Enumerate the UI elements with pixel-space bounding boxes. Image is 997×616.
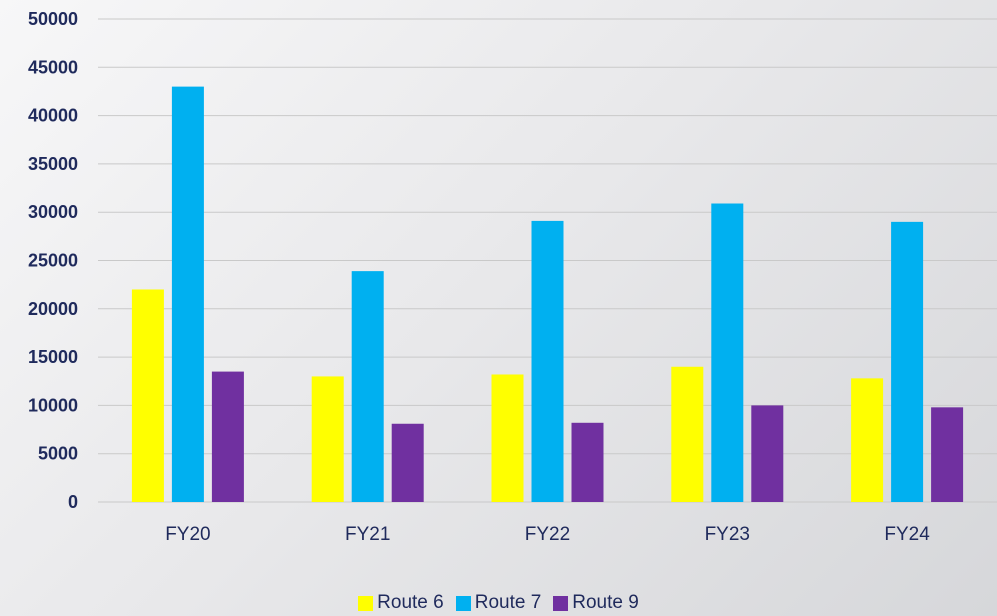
y-tick-label: 25000 <box>28 251 78 271</box>
legend: Route 6 Route 7 Route 9 <box>0 592 997 614</box>
bars <box>131 86 964 503</box>
y-tick-label: 20000 <box>28 299 78 319</box>
x-axis: FY20 FY21 FY22 FY23 FY24 <box>165 524 930 545</box>
bar-route-9-fy21 <box>391 423 424 502</box>
bar-route-7-fy22 <box>531 220 564 503</box>
legend-label: Route 7 <box>474 592 542 613</box>
y-tick-label: 40000 <box>28 106 78 126</box>
x-tick-label: FY22 <box>525 524 570 545</box>
y-tick-label: 50000 <box>28 9 78 29</box>
bar-route-9-fy22 <box>571 422 604 502</box>
bar-route-7-fy23 <box>711 203 744 503</box>
bar-route-7-fy24 <box>891 221 924 503</box>
y-tick-label: 30000 <box>28 202 78 222</box>
legend-swatch <box>553 595 569 611</box>
bar-route-6-fy23 <box>671 366 704 502</box>
x-tick-label: FY24 <box>884 524 930 545</box>
y-tick-label: 5000 <box>38 444 78 464</box>
y-tick-label: 15000 <box>28 347 78 367</box>
bar-route-6-fy20 <box>131 289 164 502</box>
bar-route-6-fy24 <box>851 378 884 502</box>
bar-route-9-fy20 <box>211 371 244 502</box>
legend-item-route-6: Route 6 <box>358 592 444 614</box>
x-tick-label: FY20 <box>165 524 210 545</box>
y-tick-label: 35000 <box>28 154 78 174</box>
bar-route-6-fy22 <box>491 374 524 502</box>
bar-route-9-fy24 <box>931 407 964 502</box>
x-tick-label: FY21 <box>345 524 390 545</box>
legend-label: Route 6 <box>377 592 444 613</box>
bar-route-9-fy23 <box>751 405 784 502</box>
x-tick-label: FY23 <box>705 524 750 545</box>
legend-item-route-7: Route 7 <box>455 592 542 614</box>
y-tick-label: 45000 <box>28 57 78 77</box>
legend-swatch <box>455 595 471 611</box>
legend-label: Route 9 <box>572 592 639 613</box>
y-tick-label: 10000 <box>28 395 78 415</box>
legend-swatch <box>358 595 374 611</box>
y-tick-label: 0 <box>68 492 78 512</box>
legend-item-route-9: Route 9 <box>553 592 639 614</box>
bar-route-7-fy20 <box>171 86 204 503</box>
y-axis: 0 5000 10000 15000 20000 25000 30000 35000 40000… <box>28 9 78 512</box>
bar-route-6-fy21 <box>311 376 344 502</box>
bar-route-7-fy21 <box>351 271 384 502</box>
